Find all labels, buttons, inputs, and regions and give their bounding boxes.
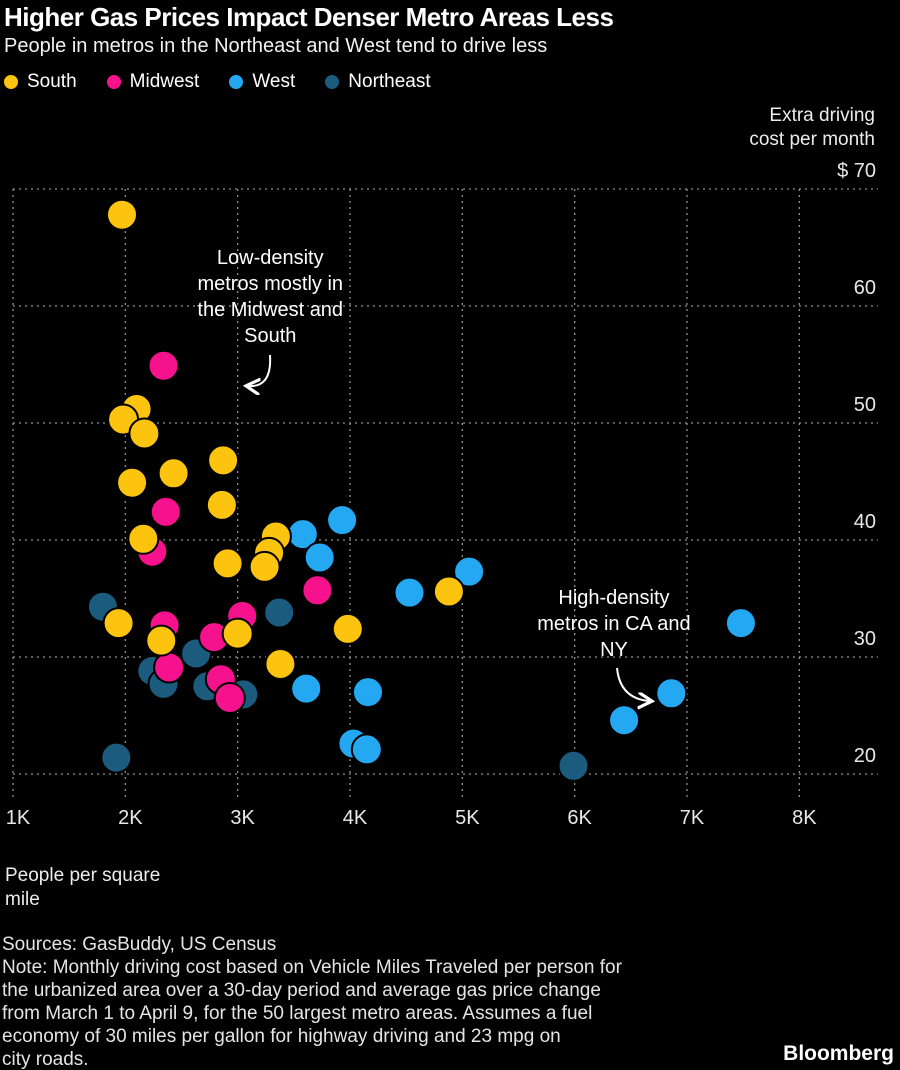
note-line-2: the urbanized area over a 30-day period … xyxy=(2,980,601,1001)
x-tick-label: 1K xyxy=(6,807,31,829)
y-axis-title-line1: Extra driving xyxy=(769,105,875,126)
annotation-high-density: NY xyxy=(600,639,628,661)
data-point-midwest xyxy=(147,349,180,382)
legend-item-midwest: Midwest xyxy=(106,71,200,93)
y-tick-label: 40 xyxy=(854,511,876,533)
chart-header: Higher Gas Prices Impact Denser Metro Ar… xyxy=(4,0,614,93)
data-point-northeast xyxy=(263,596,296,629)
x-tick-label: 4K xyxy=(343,807,368,829)
data-point-south xyxy=(331,612,364,645)
legend-item-west: West xyxy=(229,71,295,93)
data-point-south xyxy=(128,417,161,450)
note-line-5: city roads. xyxy=(2,1049,89,1070)
legend-label-west: West xyxy=(252,71,296,92)
x-tick-label: 5K xyxy=(455,807,480,829)
y-tick-label: $ 70 xyxy=(837,160,876,182)
bloomberg-logo: Bloomberg xyxy=(783,1042,894,1065)
data-point-west xyxy=(608,704,641,737)
south-dot-icon xyxy=(4,75,18,89)
data-point-west xyxy=(326,504,359,537)
data-point-west xyxy=(303,541,336,574)
annotation-low-density: metros mostly in xyxy=(197,273,343,295)
data-point-midwest xyxy=(149,495,182,528)
legend-item-south: South xyxy=(4,71,77,93)
data-point-west xyxy=(655,677,688,710)
data-point-west xyxy=(724,607,757,640)
legend-item-northeast: Northeast xyxy=(325,71,431,93)
x-axis-title-line2: mile xyxy=(5,889,40,910)
annotation-arrow-high-density xyxy=(616,667,650,701)
y-tick-label: 50 xyxy=(854,394,876,416)
y-tick-label: 60 xyxy=(854,277,876,299)
chart-title: Higher Gas Prices Impact Denser Metro Ar… xyxy=(4,2,614,32)
data-point-south xyxy=(102,607,135,640)
west-dot-icon xyxy=(229,75,244,89)
annotation-low-density: South xyxy=(244,325,296,347)
legend: South Midwest West Northeast xyxy=(4,71,613,93)
y-tick-label: 20 xyxy=(854,745,876,767)
data-point-west xyxy=(290,672,323,705)
data-point-south xyxy=(221,617,254,650)
annotation-high-density: metros in CA and xyxy=(537,613,690,635)
x-tick-label: 7K xyxy=(680,807,705,829)
annotation-low-density: the Midwest and xyxy=(197,299,343,321)
northeast-dot-icon xyxy=(325,75,340,89)
footer-notes: Sources: GasBuddy, US Census Note: Month… xyxy=(2,933,622,1070)
data-point-south xyxy=(207,444,240,477)
data-point-south xyxy=(145,624,178,657)
midwest-dot-icon xyxy=(106,75,121,89)
annotation-low-density: Low-density xyxy=(217,247,324,269)
data-point-midwest xyxy=(153,651,186,684)
data-point-midwest xyxy=(301,574,334,607)
x-tick-label: 3K xyxy=(230,807,255,829)
data-point-west xyxy=(352,676,384,709)
note-line-1: Note: Monthly driving cost based on Vehi… xyxy=(2,957,622,978)
y-axis-title: Extra driving cost per month xyxy=(749,104,875,152)
legend-label-south: South xyxy=(27,71,77,92)
annotation-high-density: High-density xyxy=(558,587,669,609)
data-point-midwest xyxy=(213,682,246,714)
data-point-south xyxy=(106,198,138,231)
data-point-west xyxy=(350,733,383,766)
data-point-northeast xyxy=(557,749,590,782)
data-point-south xyxy=(116,466,149,499)
legend-label-northeast: Northeast xyxy=(348,71,431,92)
data-point-south xyxy=(205,488,238,521)
data-point-south xyxy=(264,648,297,680)
data-point-south xyxy=(127,522,160,555)
data-point-south xyxy=(211,547,244,580)
data-point-west xyxy=(453,555,486,588)
annotation-arrow-low-density xyxy=(248,354,272,386)
x-axis-title-line1: People per square xyxy=(5,865,161,886)
x-tick-label: 6K xyxy=(567,807,592,829)
data-point-south xyxy=(432,575,465,608)
note-line-3: from March 1 to April 9, for the 50 larg… xyxy=(2,1003,593,1024)
x-tick-label: 2K xyxy=(118,807,143,829)
data-point-south xyxy=(157,457,190,490)
y-axis-title-line2: cost per month xyxy=(749,129,875,150)
legend-label-midwest: Midwest xyxy=(129,71,200,92)
sources-line: Sources: GasBuddy, US Census xyxy=(2,934,277,955)
data-point-northeast xyxy=(100,741,133,774)
data-point-west xyxy=(393,576,426,609)
x-axis-title: People per square mile xyxy=(5,864,160,912)
note-line-4: economy of 30 miles per gallon for highw… xyxy=(2,1026,561,1047)
data-point-south xyxy=(248,550,281,583)
x-tick-label: 8K xyxy=(792,807,817,829)
y-tick-label: 30 xyxy=(854,628,876,650)
chart-subtitle: People in metros in the Northeast and We… xyxy=(4,35,548,57)
